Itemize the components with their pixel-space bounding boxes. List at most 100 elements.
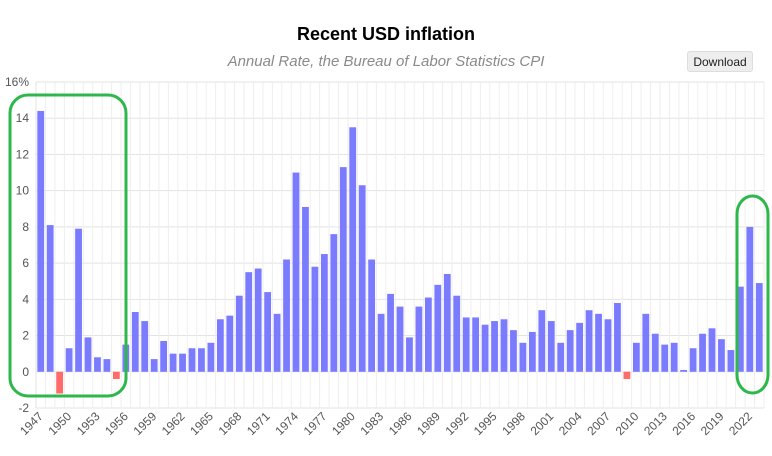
- bar[interactable]: [292, 172, 300, 372]
- bar[interactable]: [273, 313, 281, 372]
- x-tick-label: 1998: [499, 409, 528, 438]
- bar[interactable]: [519, 342, 527, 372]
- chart-title: Recent USD inflation: [296, 24, 475, 44]
- bar[interactable]: [708, 328, 716, 372]
- bar[interactable]: [585, 310, 593, 372]
- y-tick-label: 14: [16, 111, 30, 125]
- bar[interactable]: [283, 259, 290, 372]
- bar[interactable]: [207, 342, 215, 372]
- bar[interactable]: [320, 254, 328, 372]
- bar[interactable]: [746, 226, 754, 372]
- x-tick-label: 1995: [471, 409, 500, 438]
- bar[interactable]: [595, 313, 602, 372]
- bar[interactable]: [103, 359, 111, 372]
- bar[interactable]: [198, 348, 205, 372]
- bar[interactable]: [670, 342, 678, 372]
- y-tick-label: 16%: [5, 75, 29, 89]
- bar[interactable]: [547, 321, 555, 372]
- bar[interactable]: [188, 348, 196, 372]
- bar[interactable]: [368, 259, 376, 372]
- highlight-annotation: [735, 194, 770, 395]
- bar[interactable]: [576, 322, 584, 372]
- bar[interactable]: [538, 310, 546, 372]
- y-tick-label: 2: [22, 329, 29, 343]
- bar[interactable]: [56, 371, 64, 394]
- bar[interactable]: [387, 293, 394, 372]
- bar[interactable]: [736, 286, 744, 372]
- x-tick-label: 1977: [301, 409, 330, 438]
- highlight-annotation: [8, 93, 128, 398]
- bar[interactable]: [415, 306, 423, 372]
- bar[interactable]: [614, 302, 621, 372]
- bar[interactable]: [491, 321, 498, 372]
- bar[interactable]: [377, 313, 385, 372]
- bar[interactable]: [718, 339, 725, 372]
- bar[interactable]: [472, 317, 480, 372]
- bar[interactable]: [150, 359, 158, 372]
- bar[interactable]: [623, 371, 631, 380]
- bar[interactable]: [755, 283, 763, 372]
- bar[interactable]: [112, 371, 120, 380]
- bar[interactable]: [358, 185, 366, 372]
- bar[interactable]: [462, 317, 470, 372]
- x-tick-label: 2019: [698, 409, 727, 438]
- bar[interactable]: [84, 337, 92, 372]
- bar[interactable]: [65, 348, 73, 372]
- bar[interactable]: [75, 228, 82, 372]
- x-tick-label: 1953: [74, 409, 103, 438]
- x-tick-label: 1956: [102, 409, 131, 438]
- bar[interactable]: [557, 342, 565, 372]
- y-tick-label: 0: [22, 365, 29, 379]
- bar[interactable]: [46, 225, 54, 372]
- x-tick-label: 2016: [669, 409, 698, 438]
- bar[interactable]: [481, 324, 489, 372]
- bars: [37, 110, 763, 394]
- bar[interactable]: [680, 369, 688, 372]
- bar[interactable]: [226, 315, 234, 372]
- x-tick-label: 1950: [45, 409, 74, 438]
- bar[interactable]: [330, 234, 338, 372]
- download-button[interactable]: Download: [687, 51, 753, 72]
- bar[interactable]: [235, 295, 243, 372]
- bar[interactable]: [141, 321, 149, 372]
- bar[interactable]: [311, 266, 319, 372]
- bar[interactable]: [604, 319, 612, 372]
- x-tick-label: 1971: [244, 409, 273, 438]
- bar[interactable]: [396, 306, 404, 372]
- bar[interactable]: [37, 110, 45, 372]
- bar[interactable]: [160, 340, 168, 372]
- x-tick-label: 1983: [357, 409, 386, 438]
- bar[interactable]: [254, 268, 262, 372]
- bar[interactable]: [349, 127, 357, 372]
- bar[interactable]: [689, 348, 697, 372]
- bar[interactable]: [434, 284, 442, 372]
- bar[interactable]: [632, 342, 640, 372]
- bar[interactable]: [443, 273, 451, 372]
- bar[interactable]: [424, 297, 432, 372]
- bar[interactable]: [94, 357, 101, 372]
- bar[interactable]: [510, 330, 517, 372]
- bar[interactable]: [406, 337, 413, 372]
- bar[interactable]: [216, 319, 224, 372]
- x-tick-label: 2007: [584, 409, 613, 438]
- bar[interactable]: [245, 272, 253, 372]
- bar[interactable]: [651, 333, 659, 372]
- bar[interactable]: [642, 313, 650, 372]
- bar[interactable]: [339, 167, 347, 372]
- bar[interactable]: [661, 344, 669, 372]
- x-tick-label: 2022: [726, 409, 755, 438]
- x-tick-label: 2013: [641, 409, 670, 438]
- bar[interactable]: [566, 330, 574, 372]
- bar[interactable]: [179, 353, 186, 372]
- bar[interactable]: [302, 206, 309, 372]
- bar[interactable]: [169, 353, 177, 372]
- bar[interactable]: [264, 292, 272, 372]
- bar[interactable]: [699, 333, 706, 372]
- bar[interactable]: [131, 312, 139, 372]
- bar[interactable]: [500, 319, 508, 372]
- bar[interactable]: [528, 331, 536, 372]
- bar[interactable]: [727, 350, 735, 372]
- bar[interactable]: [453, 295, 461, 372]
- x-tick-label: 1959: [131, 409, 160, 438]
